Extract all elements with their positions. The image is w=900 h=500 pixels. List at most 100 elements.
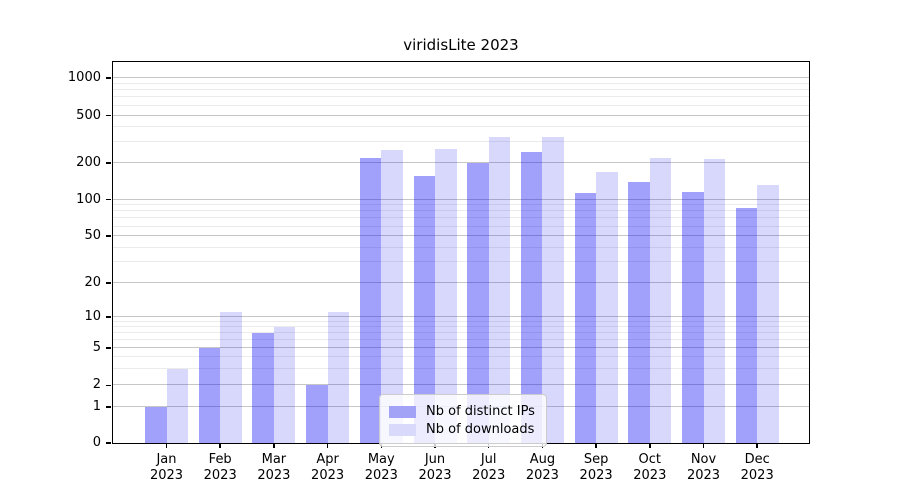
y-tick-mark: [106, 114, 111, 117]
x-tick-month: Jan: [156, 452, 177, 467]
x-tick-label: Sep 2023: [566, 452, 626, 484]
x-tick-year: 2023: [149, 468, 184, 483]
y-tick-label: 2: [92, 377, 101, 393]
legend-label-downloads: Nb of downloads: [426, 422, 535, 437]
x-tick-label: Jul 2023: [459, 452, 519, 484]
y-tick-mark: [106, 442, 111, 444]
y-tick-mark: [106, 282, 111, 284]
x-tick-mark: [702, 443, 705, 448]
x-tick-mark: [326, 443, 329, 448]
legend-swatch-downloads: [389, 423, 416, 436]
x-tick-month: Dec: [744, 452, 770, 467]
bar-distinct-ips: [467, 162, 489, 443]
minor-gridline: [113, 261, 809, 263]
y-tick-mark: [106, 316, 111, 318]
y-tick-label: 10: [84, 309, 101, 325]
major-gridline: [113, 114, 809, 116]
bar-downloads: [273, 327, 296, 443]
bar-distinct-ips: [145, 407, 167, 443]
y-tick-label: 5: [92, 340, 101, 356]
chart-title: viridisLite 2023: [403, 36, 519, 54]
bar-downloads: [435, 149, 457, 443]
y-tick-mark: [106, 77, 111, 79]
x-tick-year: 2023: [472, 468, 506, 483]
x-tick-year: 2023: [740, 468, 774, 483]
bar-downloads: [166, 368, 188, 443]
major-gridline: [113, 77, 809, 79]
x-tick-mark: [595, 443, 597, 448]
minor-gridline: [113, 246, 809, 248]
x-tick-label: Aug 2023: [512, 452, 572, 484]
x-tick-mark: [165, 443, 168, 448]
bar-downloads: [596, 171, 618, 443]
x-tick-month: Apr: [316, 452, 339, 467]
minor-gridline: [113, 210, 809, 212]
major-gridline: [113, 282, 809, 284]
legend-label-distinct-ips: Nb of distinct IPs: [426, 404, 535, 419]
x-tick-label: Nov 2023: [674, 452, 734, 484]
x-tick-month: Nov: [690, 452, 717, 467]
bar-downloads: [488, 137, 511, 443]
bar-downloads: [542, 137, 564, 443]
minor-gridline: [113, 141, 809, 142]
y-tick-mark: [106, 198, 111, 201]
y-tick-label: 0: [92, 435, 101, 450]
bar-distinct-ips: [306, 385, 328, 443]
bar-downloads: [327, 312, 350, 443]
minor-gridline: [113, 82, 809, 84]
major-gridline: [113, 198, 809, 200]
y-tick-label: 20: [84, 275, 101, 291]
x-tick-label: Apr 2023: [298, 452, 358, 484]
y-tick-label: 500: [76, 107, 101, 123]
major-gridline: [113, 384, 809, 386]
y-tick-mark: [106, 235, 111, 237]
x-tick-label: Oct 2023: [620, 452, 680, 484]
x-tick-label: Mar 2023: [244, 452, 304, 484]
minor-gridline: [113, 320, 809, 322]
x-tick-label: Dec 2023: [727, 452, 787, 484]
minor-gridline: [113, 367, 809, 369]
x-tick-label: May 2023: [351, 452, 411, 484]
bar-downloads: [381, 150, 403, 443]
x-tick-month: Sep: [583, 452, 609, 467]
y-tick-label: 50: [84, 228, 101, 244]
minor-gridline: [113, 332, 809, 334]
bar-downloads: [703, 159, 725, 443]
bar-distinct-ips: [628, 181, 650, 443]
x-tick-year: 2023: [418, 468, 452, 483]
legend-row-distinct-ips: Nb of distinct IPs: [389, 404, 535, 419]
minor-gridline: [113, 204, 809, 206]
y-tick-mark: [106, 384, 111, 387]
x-tick-label: Feb 2023: [190, 452, 250, 484]
x-tick-month: Mar: [261, 452, 287, 467]
minor-gridline: [113, 96, 809, 98]
y-tick-mark: [106, 406, 111, 408]
bar-distinct-ips: [735, 208, 758, 443]
y-tick-label: 1: [92, 399, 101, 415]
minor-gridline: [113, 338, 809, 340]
x-tick-month: May: [367, 452, 395, 467]
bar-downloads: [649, 158, 672, 443]
x-tick-month: Jun: [424, 452, 446, 467]
x-tick-month: Feb: [208, 452, 232, 467]
y-tick-label: 100: [76, 191, 101, 207]
x-tick-month: Aug: [529, 452, 556, 467]
major-gridline: [113, 235, 809, 237]
bar-downloads: [220, 312, 242, 443]
minor-gridline: [113, 356, 809, 358]
major-gridline: [113, 161, 809, 163]
x-tick-year: 2023: [686, 468, 721, 483]
minor-gridline: [113, 217, 809, 219]
bar-distinct-ips: [413, 176, 435, 443]
bar-distinct-ips: [252, 333, 274, 443]
x-tick-month: Jul: [480, 452, 497, 467]
legend: Nb of distinct IPs Nb of downloads: [379, 394, 547, 447]
x-tick-mark: [273, 443, 275, 448]
bar-distinct-ips: [359, 158, 382, 443]
y-tick-label: 200: [76, 154, 101, 170]
x-tick-label: Jan 2023: [137, 452, 197, 484]
bar-distinct-ips: [574, 193, 597, 443]
minor-gridline: [113, 225, 809, 227]
legend-row-downloads: Nb of downloads: [389, 422, 535, 437]
